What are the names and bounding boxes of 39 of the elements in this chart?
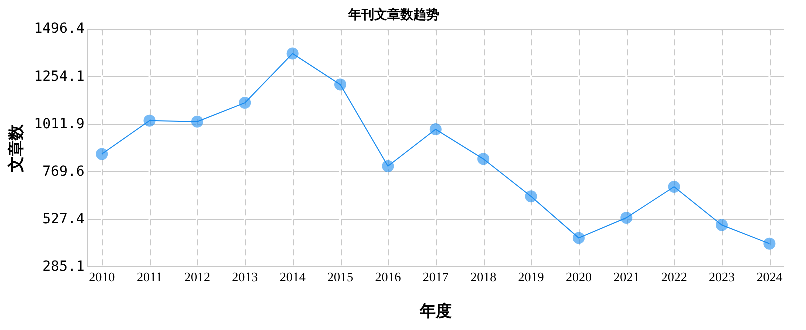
chart-title: 年刊文章数趋势 [348,7,440,22]
point [334,78,347,91]
point [144,114,156,127]
y-axis-title: 文章数 [8,123,26,174]
point [620,212,633,224]
x-tick-label: 2022 [661,269,688,284]
x-tick-label: 2021 [614,269,640,284]
x-tick-label: 2010 [89,269,116,284]
x-tick-label: 2024 [756,269,784,284]
point [286,48,299,60]
point [572,232,585,244]
x-tick-label: 2014 [280,269,306,284]
x-tick-label: 2019 [518,269,544,284]
x-tick-label: 2018 [470,269,497,284]
point [191,116,204,128]
point [764,238,776,250]
point [239,97,252,110]
x-tick-label: 2011 [137,269,163,284]
point [430,124,442,136]
y-tick-label: 285.1 [42,258,85,275]
x-tick-label: 2015 [328,269,354,284]
x-tick-label: 2016 [375,269,402,284]
y-tick-label: 1254.1 [34,68,85,85]
y-tick-label: 1011.9 [34,116,85,132]
point [716,219,728,232]
x-axis-title: 年度 [418,302,452,321]
point [96,148,108,160]
point [382,160,394,172]
y-tick-label: 527.4 [42,211,85,228]
y-tick-label: 1496.4 [34,21,85,38]
x-tick-label: 2013 [232,269,258,284]
point [525,190,538,203]
point [668,180,680,193]
x-tick-label: 2023 [709,269,736,284]
y-tick-label: 769.6 [42,164,85,180]
x-tick-label: 2017 [422,269,450,284]
x-tick-label: 2020 [566,269,592,284]
point [478,153,490,166]
x-tick-label: 2012 [184,269,210,284]
